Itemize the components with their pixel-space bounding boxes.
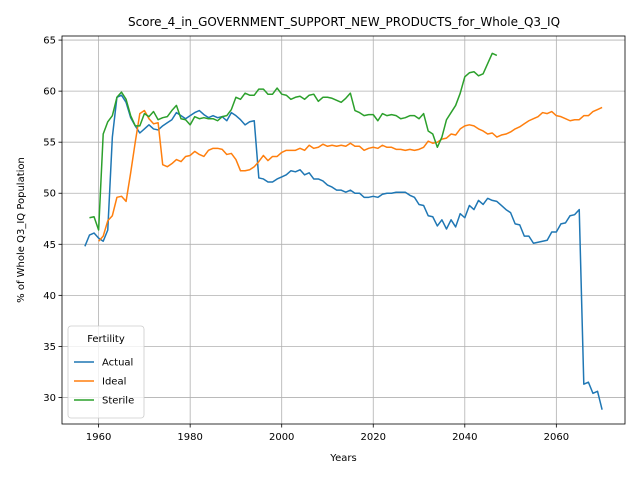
y-tick-label: 40: [43, 291, 56, 302]
y-tick-label: 30: [43, 393, 56, 404]
x-tick-label: 2000: [269, 432, 294, 443]
legend: Fertility Actual Ideal Sterile: [67, 325, 145, 419]
legend-label-sterile: Sterile: [102, 396, 134, 407]
x-tick-label: 1960: [86, 432, 111, 443]
x-tick-label: 2060: [544, 432, 569, 443]
chart-title: Score_4_in_GOVERNMENT_SUPPORT_NEW_PRODUC…: [128, 15, 560, 29]
y-tick-label: 45: [43, 240, 56, 251]
x-axis-label: Years: [329, 453, 356, 464]
legend-box: [67, 325, 145, 419]
legend-label-ideal: Ideal: [102, 377, 126, 388]
y-tick-label: 65: [43, 36, 56, 47]
x-tick-label: 1980: [177, 432, 202, 443]
series-line-sterile: [89, 52, 498, 231]
plot-area: [84, 52, 603, 410]
y-tick-label: 60: [43, 87, 56, 98]
y-tick-label: 55: [43, 138, 56, 149]
plot-frame: [61, 35, 626, 425]
axis-ticks: 1960 1980 2000 2020 2040 2060 30 35 40 45 50 55 60 65: [43, 36, 569, 443]
x-tick-label: 2040: [452, 432, 477, 443]
x-tick-label: 2020: [361, 432, 386, 443]
y-tick-label: 35: [43, 342, 56, 353]
series-line-ideal: [98, 106, 603, 242]
y-axis-label: % of Whole Q3_IQ Population: [16, 157, 27, 303]
grid: [62, 36, 625, 424]
legend-title: Fertility: [87, 334, 125, 345]
y-tick-label: 50: [43, 189, 56, 200]
legend-label-actual: Actual: [102, 358, 133, 369]
series-line-actual: [84, 94, 603, 410]
